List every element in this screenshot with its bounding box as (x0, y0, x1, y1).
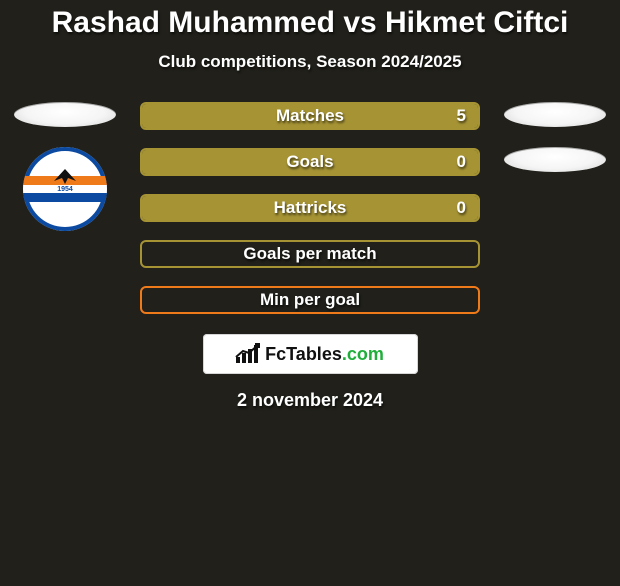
comparison-row: 1954 Matches 5 Goals 0 Hattricks 0 Goals per m… (0, 102, 620, 314)
right-oval-placeholder-1 (504, 102, 606, 127)
snapshot-date: 2 november 2024 (0, 390, 620, 411)
page-title: Rashad Muhammed vs Hikmet Ciftci (0, 6, 620, 40)
stat-bars: Matches 5 Goals 0 Hattricks 0 Goals per match M… (140, 102, 480, 314)
club-badge-adanaspor: 1954 (23, 147, 107, 231)
stat-bar-value: 0 (457, 198, 466, 218)
stat-bar-label: Hattricks (274, 198, 347, 218)
left-side: 1954 (10, 102, 120, 231)
stat-bar: Min per goal (140, 286, 480, 314)
stat-bar-label: Goals per match (243, 244, 376, 264)
eagle-icon (48, 167, 82, 185)
brand-prefix: FcTables (265, 344, 342, 364)
stat-bar: Hattricks 0 (140, 194, 480, 222)
page-subtitle: Club competitions, Season 2024/2025 (0, 52, 620, 72)
stat-bar: Matches 5 (140, 102, 480, 130)
brand-card: FcTables.com (203, 334, 418, 374)
left-oval-placeholder (14, 102, 116, 127)
right-oval-placeholder-2 (504, 147, 606, 172)
bar-chart-icon (236, 345, 258, 363)
stat-bar-label: Matches (276, 106, 344, 126)
stat-bar: Goals per match (140, 240, 480, 268)
stat-bar-value: 0 (457, 152, 466, 172)
brand-text: FcTables.com (265, 344, 384, 365)
club-founded-year: 1954 (23, 185, 107, 194)
stat-bar-label: Goals (286, 152, 333, 172)
stat-bar: Goals 0 (140, 148, 480, 176)
stat-bar-value: 5 (457, 106, 466, 126)
stat-bar-label: Min per goal (260, 290, 360, 310)
right-side (500, 102, 610, 172)
brand-suffix: .com (342, 344, 384, 364)
